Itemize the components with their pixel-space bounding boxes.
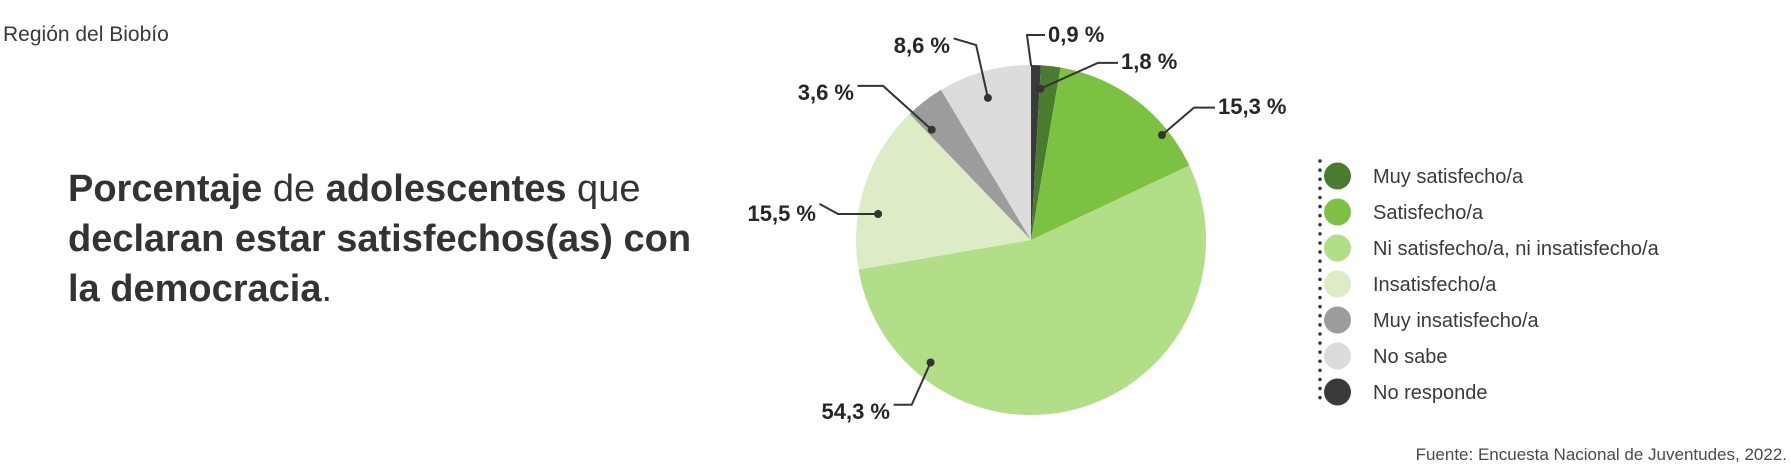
svg-text:8,6 %: 8,6 % xyxy=(894,33,950,58)
svg-text:1,8 %: 1,8 % xyxy=(1121,49,1177,74)
svg-text:0,9 %: 0,9 % xyxy=(1048,22,1104,47)
svg-text:No responde: No responde xyxy=(1373,382,1488,404)
svg-text:15,5 %: 15,5 % xyxy=(748,201,817,226)
svg-text:3,6 %: 3,6 % xyxy=(798,80,854,105)
svg-text:Muy insatisfecho/a: Muy insatisfecho/a xyxy=(1373,310,1540,332)
svg-text:Muy satisfecho/a: Muy satisfecho/a xyxy=(1373,166,1524,188)
svg-text:15,3 %: 15,3 % xyxy=(1218,94,1287,119)
svg-text:No sabe: No sabe xyxy=(1373,346,1448,368)
svg-text:Ni satisfecho/a, ni insatisfec: Ni satisfecho/a, ni insatisfecho/a xyxy=(1373,238,1660,260)
svg-text:Satisfecho/a: Satisfecho/a xyxy=(1373,202,1484,224)
svg-text:Insatisfecho/a: Insatisfecho/a xyxy=(1373,274,1497,296)
svg-text:54,3 %: 54,3 % xyxy=(822,399,891,424)
